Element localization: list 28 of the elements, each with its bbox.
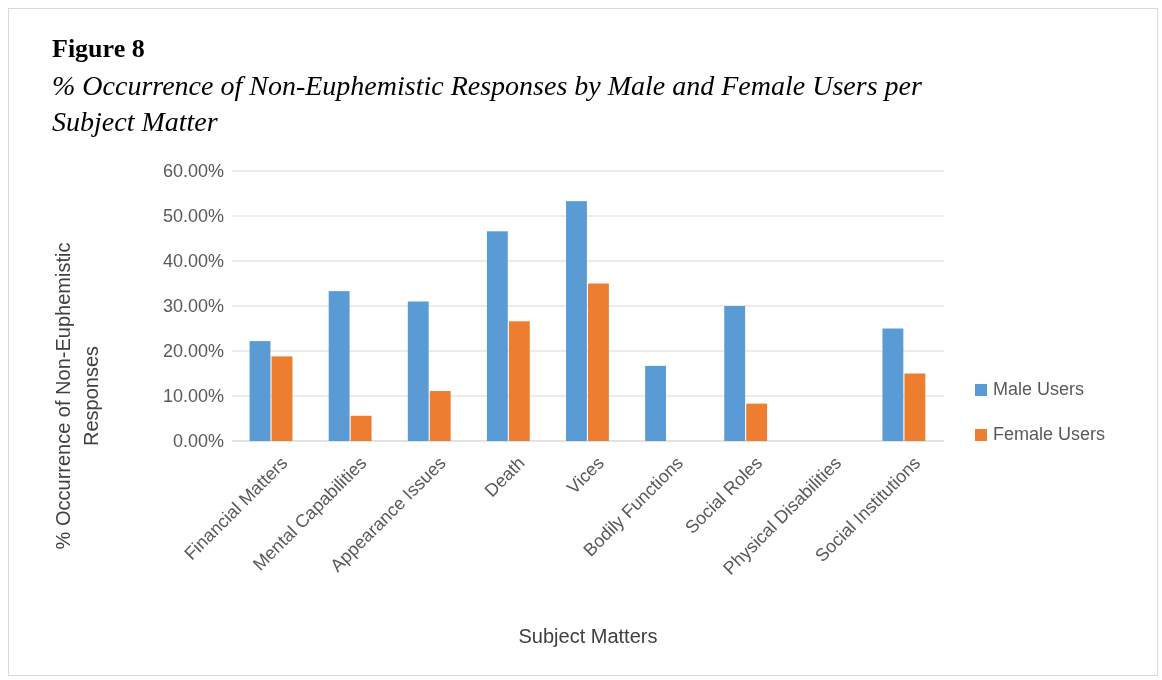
legend-label: Female Users [993,423,1106,444]
bar [882,328,904,441]
bar [566,201,587,441]
bar [486,231,508,441]
bar [328,291,350,441]
y-tick-label: 20.00% [162,341,224,362]
x-axis-title: Subject Matters [518,625,658,647]
bar [904,373,926,441]
y-tick-label: 30.00% [162,296,224,317]
bar [508,321,530,441]
bar [407,301,429,441]
y-tick-label: 60.00% [162,161,224,182]
y-axis-title: % Occurrence of Non-Euphemistic Responses [52,242,102,550]
chart-title: Figure 8 [52,34,145,64]
y-tick-label: 50.00% [162,206,224,227]
bar [645,365,667,441]
bar [429,391,451,441]
bar [746,403,768,441]
bar [271,356,293,441]
bar [724,306,746,441]
legend-label: Male Users [993,378,1085,399]
y-tick-label: 0.00% [172,431,224,452]
bar [588,283,609,441]
bar [350,415,372,441]
y-tick-label: 10.00% [162,386,224,407]
bar [249,341,271,441]
y-tick-label: 40.00% [162,251,224,272]
chart-subtitle: % Occurrence of Non-Euphemistic Responses by Male and Female Users per Subject Matter [52,69,923,139]
